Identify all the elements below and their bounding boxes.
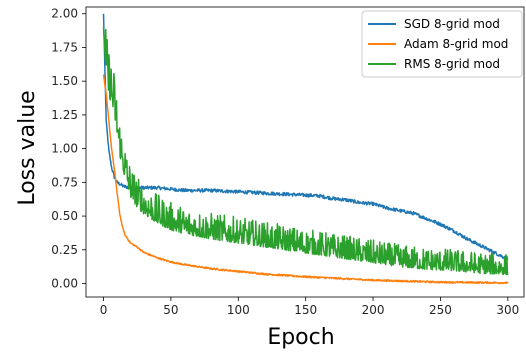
x-axis: 0 50 100 150 200 250 300 (100, 297, 519, 317)
y-tick-label: 1.00 (51, 142, 78, 156)
y-tick-label: 0.75 (51, 175, 78, 189)
y-tick-label: 0.50 (51, 209, 78, 223)
x-tick-label: 0 (100, 303, 108, 317)
y-tick-label: 1.75 (51, 40, 78, 54)
y-axis-label: Loss value (15, 90, 40, 205)
y-tick-label: 0.25 (51, 243, 78, 257)
x-tick-label: 300 (496, 303, 519, 317)
x-tick-label: 200 (362, 303, 385, 317)
series-layer (102, 13, 509, 285)
x-tick-label: 100 (227, 303, 250, 317)
y-tick-label: 1.50 (51, 74, 78, 88)
x-axis-label: Epoch (267, 325, 334, 350)
series-line-adam (102, 74, 509, 285)
y-tick-label: 1.25 (51, 108, 78, 122)
legend-entry: Adam 8-grid mod (404, 37, 508, 51)
legend-entry: SGD 8-grid mod (404, 17, 500, 31)
plot-frame (85, 6, 525, 298)
y-axis: 0.00 0.25 0.50 0.75 1.00 1.25 1.50 1.75 2.00 (51, 7, 86, 291)
x-tick-label: 150 (294, 303, 317, 317)
legend-entry: RMS 8-grid mod (404, 57, 500, 71)
legend-box (361, 10, 523, 78)
y-tick-label: 0.00 (51, 277, 78, 291)
x-tick-label: 250 (429, 303, 452, 317)
x-tick-label: 50 (163, 303, 178, 317)
series-line-rms (102, 27, 509, 276)
y-tick-label: 2.00 (51, 7, 78, 21)
legend: SGD 8-grid mod Adam 8-grid mod RMS 8-grid … (361, 10, 523, 78)
series-line-sgd (102, 13, 509, 261)
